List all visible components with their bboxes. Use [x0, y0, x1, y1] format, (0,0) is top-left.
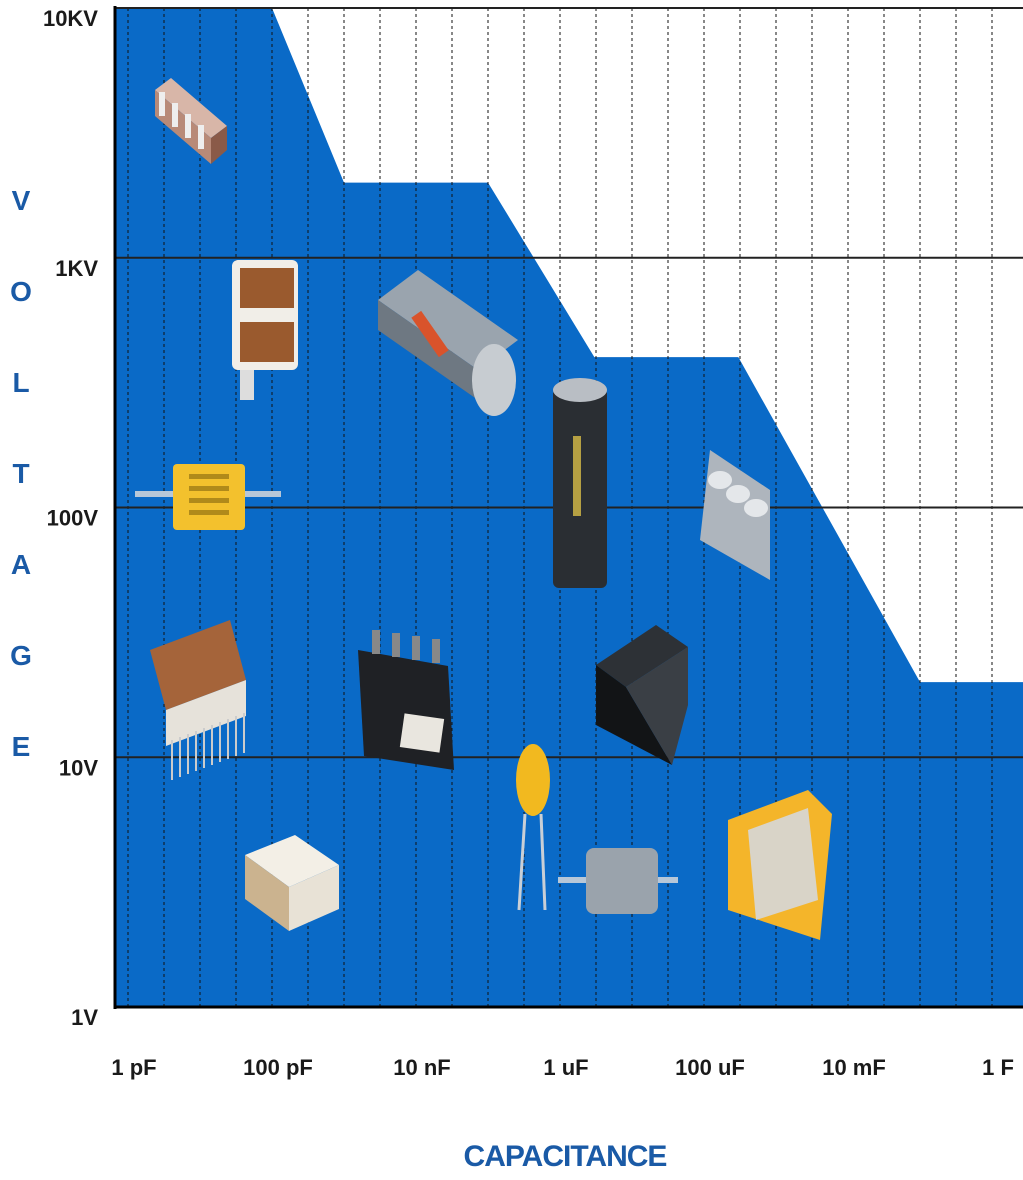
axial-film-capacitor-icon	[135, 464, 281, 530]
smd-chip-capacitor-icon	[245, 835, 339, 931]
tantalum-dipped-capacitor-icon	[516, 744, 550, 911]
y-axis-label-letter: A	[10, 549, 32, 580]
x-tick-label: 100 uF	[675, 1055, 745, 1080]
supercapacitor-module-icon	[728, 790, 832, 940]
aluminum-electrolytic-capacitor-icon	[553, 378, 607, 588]
x-tick-label: 1 pF	[111, 1055, 156, 1080]
ceramic-stacked-capacitor-icon	[150, 620, 246, 780]
y-axis-label-letter: O	[10, 276, 32, 307]
x-tick-label: 1 uF	[543, 1055, 588, 1080]
chip-array-capacitor-icon	[155, 78, 227, 164]
y-tick-label: 10V	[59, 755, 98, 780]
block-capacitor-icon	[596, 625, 688, 765]
film-power-capacitor-icon	[358, 630, 454, 770]
x-tick-label: 100 pF	[243, 1055, 313, 1080]
y-tick-label: 10KV	[43, 6, 98, 31]
y-axis-label-letter: G	[10, 640, 32, 671]
y-axis-label-letter: L	[12, 367, 30, 398]
high-voltage-chip-capacitor-icon	[232, 260, 298, 400]
y-tick-label: 100V	[47, 506, 99, 531]
y-axis-label-letter: V	[11, 185, 31, 216]
x-axis-label: CAPACITANCE	[463, 1140, 668, 1173]
x-tick-label: 10 mF	[822, 1055, 886, 1080]
y-axis-label-letter: T	[12, 458, 30, 489]
y-tick-label: 1V	[71, 1005, 98, 1030]
x-tick-label: 10 nF	[393, 1055, 450, 1080]
axial-electrolytic-capacitor-icon	[558, 848, 678, 914]
y-tick-label: 1KV	[55, 256, 98, 281]
snap-in-capacitor-bank-icon	[700, 450, 770, 580]
ceramic-tube-capacitor-icon	[378, 270, 518, 416]
x-tick-label: 1 F	[982, 1055, 1014, 1080]
y-axis-label-letter: E	[11, 731, 31, 762]
